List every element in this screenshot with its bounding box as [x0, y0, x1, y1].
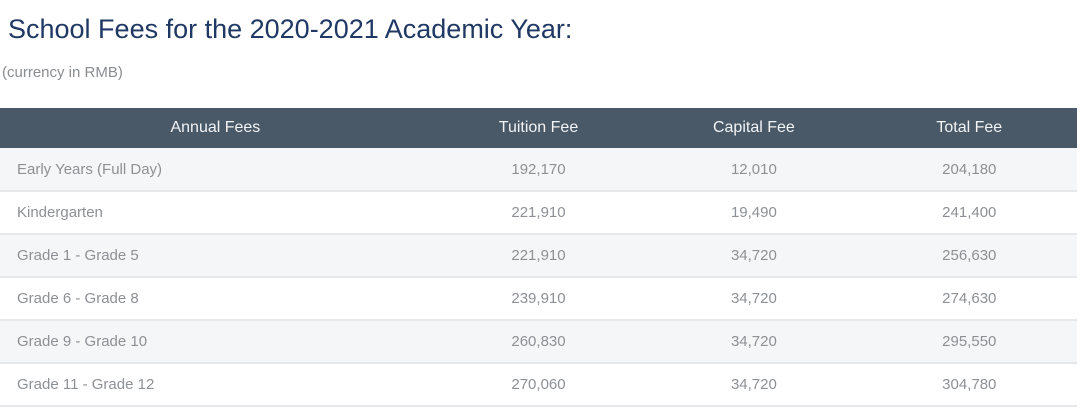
total-fee-cell: 295,550: [861, 320, 1077, 364]
column-header-tuition-fee: Tuition Fee: [430, 108, 647, 148]
total-fee-cell: 304,780: [861, 363, 1077, 407]
tuition-fee-cell: 260,830: [430, 320, 647, 364]
total-fee-cell: 241,400: [861, 191, 1077, 235]
column-header-annual-fees: Annual Fees: [0, 108, 431, 148]
annual-fees-cell: Kindergarten: [0, 191, 431, 235]
column-header-capital-fee: Capital Fee: [646, 108, 862, 148]
table-row: Early Years (Full Day) 192,170 12,010 20…: [0, 148, 1077, 192]
column-header-total-fee: Total Fee: [861, 108, 1077, 148]
total-fee-cell: 256,630: [861, 234, 1077, 278]
tuition-fee-cell: 239,910: [430, 277, 647, 321]
capital-fee-cell: 34,720: [646, 320, 862, 364]
table-row: Grade 11 - Grade 12 270,060 34,720 304,7…: [0, 363, 1077, 407]
annual-fees-cell: Early Years (Full Day): [0, 148, 431, 192]
annual-fees-cell: Grade 11 - Grade 12: [0, 363, 431, 407]
tuition-fee-cell: 192,170: [430, 148, 647, 192]
capital-fee-cell: 34,720: [646, 363, 862, 407]
school-fees-table: Annual Fees Tuition Fee Capital Fee Tota…: [0, 108, 1077, 407]
currency-note: (currency in RMB): [2, 64, 123, 81]
capital-fee-cell: 12,010: [646, 148, 862, 192]
tuition-fee-cell: 270,060: [430, 363, 647, 407]
table-row: Grade 6 - Grade 8 239,910 34,720 274,630: [0, 277, 1077, 321]
header-row: Annual Fees Tuition Fee Capital Fee Tota…: [0, 108, 1077, 148]
capital-fee-cell: 34,720: [646, 277, 862, 321]
annual-fees-cell: Grade 6 - Grade 8: [0, 277, 431, 321]
capital-fee-cell: 19,490: [646, 191, 862, 235]
total-fee-cell: 274,630: [861, 277, 1077, 321]
tuition-fee-cell: 221,910: [430, 191, 647, 235]
page-title: School Fees for the 2020-2021 Academic Y…: [8, 14, 573, 44]
tuition-fee-cell: 221,910: [430, 234, 647, 278]
table-row: Kindergarten 221,910 19,490 241,400: [0, 191, 1077, 235]
table-body: Early Years (Full Day) 192,170 12,010 20…: [0, 148, 1077, 407]
table-row: Grade 9 - Grade 10 260,830 34,720 295,55…: [0, 320, 1077, 364]
total-fee-cell: 204,180: [861, 148, 1077, 192]
table-header: Annual Fees Tuition Fee Capital Fee Tota…: [0, 108, 1077, 148]
table-row: Grade 1 - Grade 5 221,910 34,720 256,630: [0, 234, 1077, 278]
capital-fee-cell: 34,720: [646, 234, 862, 278]
annual-fees-cell: Grade 9 - Grade 10: [0, 320, 431, 364]
annual-fees-cell: Grade 1 - Grade 5: [0, 234, 431, 278]
